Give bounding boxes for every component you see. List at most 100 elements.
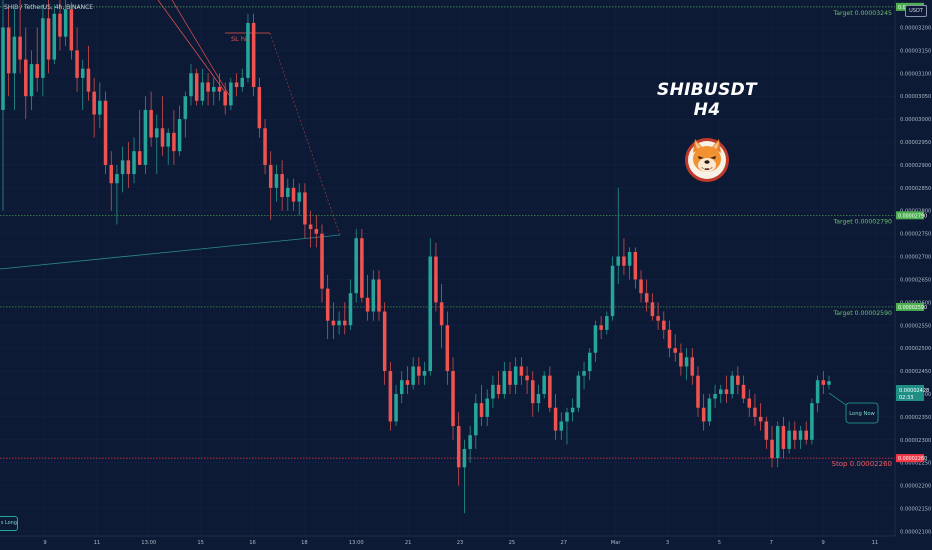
candle-body: [35, 64, 39, 78]
candle-body: [679, 352, 683, 367]
candle-body: [80, 68, 85, 78]
candle-body: [149, 109, 153, 138]
candle-body: [172, 132, 176, 152]
candle-body: [200, 82, 205, 101]
candle-body: [462, 448, 467, 468]
candle-body: [753, 407, 757, 417]
candle-body: [553, 407, 558, 431]
y-tick-label: 0.00003200: [900, 25, 931, 31]
candle-body: [382, 311, 387, 372]
candle-body: [103, 100, 108, 165]
candle-body: [491, 384, 495, 399]
candle-body: [496, 384, 501, 394]
candle-body: [474, 403, 478, 436]
candle-body: [18, 36, 22, 60]
candle-body: [770, 439, 774, 459]
candle-body: [223, 91, 227, 106]
grid: [0, 0, 895, 536]
candle-body: [320, 233, 324, 289]
candle-body: [240, 77, 245, 88]
candle-body: [787, 430, 791, 449]
candle-body: [303, 192, 307, 225]
candle-body: [548, 375, 552, 408]
x-tick-label: 23: [457, 540, 464, 546]
candle-body: [662, 320, 666, 330]
candle-body: [371, 279, 376, 312]
y-tick-label: 0.00002250: [900, 461, 931, 467]
candle-body: [479, 403, 484, 417]
candle-body: [485, 398, 489, 417]
long-now-text: Long Now: [849, 411, 875, 417]
x-tick-label: Mar: [611, 540, 622, 546]
candle-body: [633, 251, 638, 280]
candle-body: [542, 375, 546, 394]
candle-body: [86, 68, 91, 92]
candle-body: [764, 421, 769, 440]
candle-body: [360, 238, 364, 298]
candle-body: [354, 238, 358, 294]
y-tick-label: 0.00002300: [900, 438, 931, 444]
candle-body: [804, 430, 808, 440]
candle-body: [92, 91, 96, 115]
candle-body: [257, 87, 262, 129]
candle-body: [29, 64, 34, 97]
x-tick-label: 11: [94, 540, 101, 546]
y-tick-label: 0.00002450: [900, 369, 931, 375]
trendlines: [0, 0, 341, 270]
candle-body: [52, 13, 57, 60]
currency-selector[interactable]: USDT: [905, 5, 927, 17]
x-tick-label: 11: [872, 540, 879, 546]
candle-body: [365, 297, 370, 312]
candle-body: [793, 430, 797, 440]
candle-body: [69, 9, 74, 51]
candle-body: [98, 100, 102, 115]
candle-body: [137, 151, 142, 165]
candle-body: [109, 164, 114, 184]
candle-body: [605, 316, 609, 330]
shiba-logo-icon: [685, 138, 729, 182]
candle-body: [377, 279, 381, 312]
candle-body: [599, 325, 603, 330]
x-tick-label: 16: [249, 540, 256, 546]
candle-body: [639, 279, 643, 294]
candle-body: [75, 50, 79, 78]
plot-area: [0, 0, 895, 536]
y-tick-label: 0.00002950: [900, 140, 931, 146]
candle-body: [775, 426, 780, 459]
candle-body: [810, 403, 814, 440]
candle-body: [451, 371, 455, 427]
candle-body: [337, 320, 341, 326]
x-tick-label: 27: [560, 540, 567, 546]
x-tick-label: 15: [197, 540, 204, 546]
candle-body: [263, 128, 267, 165]
candle-body: [656, 316, 660, 321]
candles: [1, 0, 831, 514]
y-tick-label: 0.00002900: [900, 163, 931, 169]
level-label: Target 0.00003245: [832, 10, 892, 17]
candle-body: [41, 18, 45, 78]
x-tick-label: 21: [405, 540, 412, 546]
candle-body: [536, 393, 541, 404]
candle-body: [63, 9, 68, 37]
candle-body: [314, 229, 319, 234]
candle-body: [189, 73, 193, 97]
y-tick-label: 0.00002700: [900, 255, 931, 261]
y-tick-label: 0.00003000: [900, 117, 931, 123]
candle-body: [456, 426, 461, 468]
candle-body: [513, 366, 518, 385]
candle-body: [194, 73, 199, 101]
candle-body: [565, 412, 569, 422]
x-axis: 9 11 13:00 15 16 18 13:00 21 23 25 27 Mar 3 5 7 9 11: [0, 535, 895, 546]
candle-body: [519, 366, 524, 376]
falling-trendline-2: [171, 0, 233, 101]
y-tick-label: 0.00002650: [900, 277, 931, 283]
candle-body: [160, 128, 165, 147]
candle-body: [701, 407, 706, 422]
candle-body: [650, 302, 655, 317]
candle-body: [587, 352, 592, 372]
long-now-callout: Long Now: [828, 392, 879, 424]
candle-body: [724, 389, 729, 394]
candle-body: [212, 87, 216, 92]
